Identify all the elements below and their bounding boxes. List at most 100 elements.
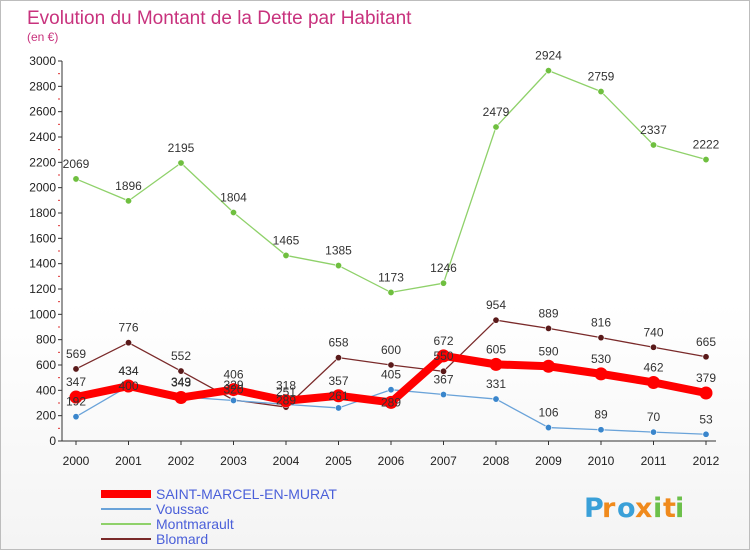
data-point-blomard — [387, 361, 395, 369]
data-point-blomard — [439, 367, 447, 375]
x-tick-label: 2008 — [483, 454, 510, 468]
data-label-saint-marcel-en-murat: 605 — [486, 342, 506, 356]
y-tick-label: 1400 — [29, 257, 56, 271]
data-label-montmarault: 2759 — [588, 70, 615, 84]
y-tick-label: 2600 — [29, 105, 56, 119]
series-layer — [69, 67, 713, 438]
y-tick-label: 400 — [36, 383, 56, 397]
data-label-voussac: 89 — [594, 408, 608, 422]
data-label-blomard: 658 — [328, 336, 348, 350]
data-point-blomard — [492, 316, 500, 324]
data-label-montmarault: 2222 — [693, 138, 720, 152]
data-label-overlap: 400 — [118, 379, 138, 393]
data-point-voussac — [544, 424, 552, 432]
data-label-voussac: 331 — [486, 377, 506, 391]
data-point-voussac — [597, 426, 605, 434]
data-point-saint-marcel-en-murat — [174, 391, 188, 405]
logo-letter: o — [617, 493, 636, 524]
data-label-montmarault: 2479 — [483, 105, 510, 119]
data-point-voussac — [649, 428, 657, 436]
data-label-saint-marcel-en-murat: 434 — [118, 364, 138, 378]
y-tick-label: 800 — [36, 333, 56, 347]
y-tick-label: 200 — [36, 409, 56, 423]
data-label-saint-marcel-en-murat: 406 — [223, 368, 243, 382]
data-point-blomard — [72, 365, 80, 373]
logo-letter: r — [602, 493, 616, 524]
data-point-montmarault — [177, 159, 185, 167]
logo-letter: x — [635, 493, 652, 524]
data-label-saint-marcel-en-murat: 347 — [66, 375, 86, 389]
y-tick-label: 2800 — [29, 79, 56, 93]
data-point-montmarault — [544, 67, 552, 75]
legend-label: Montmarault — [156, 516, 234, 532]
axes: 0 200 400 600 800 1000 1200 1400 1600 1800 2000 220… — [29, 54, 719, 468]
data-label-montmarault: 1465 — [273, 233, 300, 247]
data-point-saint-marcel-en-murat — [489, 357, 503, 371]
data-point-montmarault — [702, 156, 710, 164]
data-label-montmarault: 1804 — [220, 190, 247, 204]
data-point-saint-marcel-en-murat — [122, 379, 135, 393]
x-tick-label: 2003 — [220, 454, 247, 468]
data-label-blomard: 329 — [223, 378, 243, 392]
data-label-blomard: 816 — [591, 316, 611, 330]
data-label-blomard: 889 — [538, 306, 558, 320]
data-label-montmarault: 2924 — [535, 49, 562, 63]
data-label-voussac: 349 — [171, 375, 191, 389]
data-point-saint-marcel-en-murat — [542, 359, 555, 373]
data-point-montmarault — [230, 208, 238, 216]
data-point-voussac — [702, 430, 710, 438]
data-point-saint-marcel-en-murat — [227, 383, 240, 397]
data-label-montmarault: 1173 — [378, 270, 404, 284]
data-label-montmarault: 1246 — [430, 261, 457, 275]
data-point-saint-marcel-en-murat — [279, 394, 293, 408]
data-label-saint-marcel-en-murat: 357 — [328, 374, 348, 388]
data-point-blomard — [177, 367, 185, 375]
logo-letter: i — [653, 493, 662, 524]
data-point-voussac — [334, 404, 342, 412]
data-point-saint-marcel-en-murat — [384, 395, 398, 409]
data-point-montmarault — [492, 123, 500, 131]
data-point-montmarault — [72, 175, 80, 183]
data-label-voussac: 434 — [118, 364, 138, 378]
chart-title: Evolution du Montant de la Dette par Hab… — [27, 8, 412, 29]
data-label-montmarault: 1385 — [325, 244, 352, 258]
data-labels: 2069 1896 2195 1804 1465 1385 1173 1246 2479 2924… — [63, 49, 720, 427]
data-point-saint-marcel-en-murat — [332, 389, 345, 403]
data-point-montmarault — [649, 141, 657, 149]
data-label-saint-marcel-en-murat: 379 — [696, 371, 716, 385]
data-point-montmarault — [125, 197, 133, 205]
data-point-montmarault — [334, 262, 342, 270]
data-label-blomard: 569 — [66, 347, 86, 361]
data-label-montmarault: 2337 — [640, 123, 667, 137]
y-tick-label: 0 — [49, 434, 56, 448]
data-label-montmarault: 2195 — [168, 141, 195, 155]
x-tick-label: 2002 — [168, 454, 195, 468]
data-label-blomard: 954 — [486, 298, 506, 312]
x-tick-label: 2001 — [115, 454, 142, 468]
data-label-overlap: 550 — [433, 349, 453, 363]
x-tick-label: 2005 — [325, 454, 352, 468]
data-point-voussac — [439, 391, 447, 399]
y-tick-label: 3000 — [29, 54, 56, 68]
data-label-voussac: 405 — [381, 368, 401, 382]
data-label-voussac: 106 — [538, 406, 558, 420]
data-point-blomard — [597, 334, 605, 342]
data-point-voussac — [387, 386, 395, 394]
legend-label: SAINT-MARCEL-EN-MURAT — [156, 486, 337, 502]
data-label-saint-marcel-en-murat: 590 — [538, 344, 558, 358]
data-label-blomard: 776 — [118, 321, 138, 335]
chart-subtitle: (en €) — [27, 30, 58, 44]
data-point-blomard — [649, 343, 657, 351]
data-label-voussac: 70 — [647, 410, 661, 424]
data-label-blomard: 251 — [276, 385, 296, 399]
data-label-blomard: 600 — [381, 343, 401, 357]
data-label-saint-marcel-en-murat: 343 — [171, 376, 191, 390]
data-label-blomard: 552 — [171, 349, 191, 363]
legend-label: Blomard — [156, 531, 208, 547]
logo-letter: t — [663, 493, 676, 524]
data-point-saint-marcel-en-murat — [594, 367, 608, 381]
data-label-saint-marcel-en-murat: 462 — [643, 360, 663, 374]
y-tick-label: 2400 — [29, 130, 56, 144]
